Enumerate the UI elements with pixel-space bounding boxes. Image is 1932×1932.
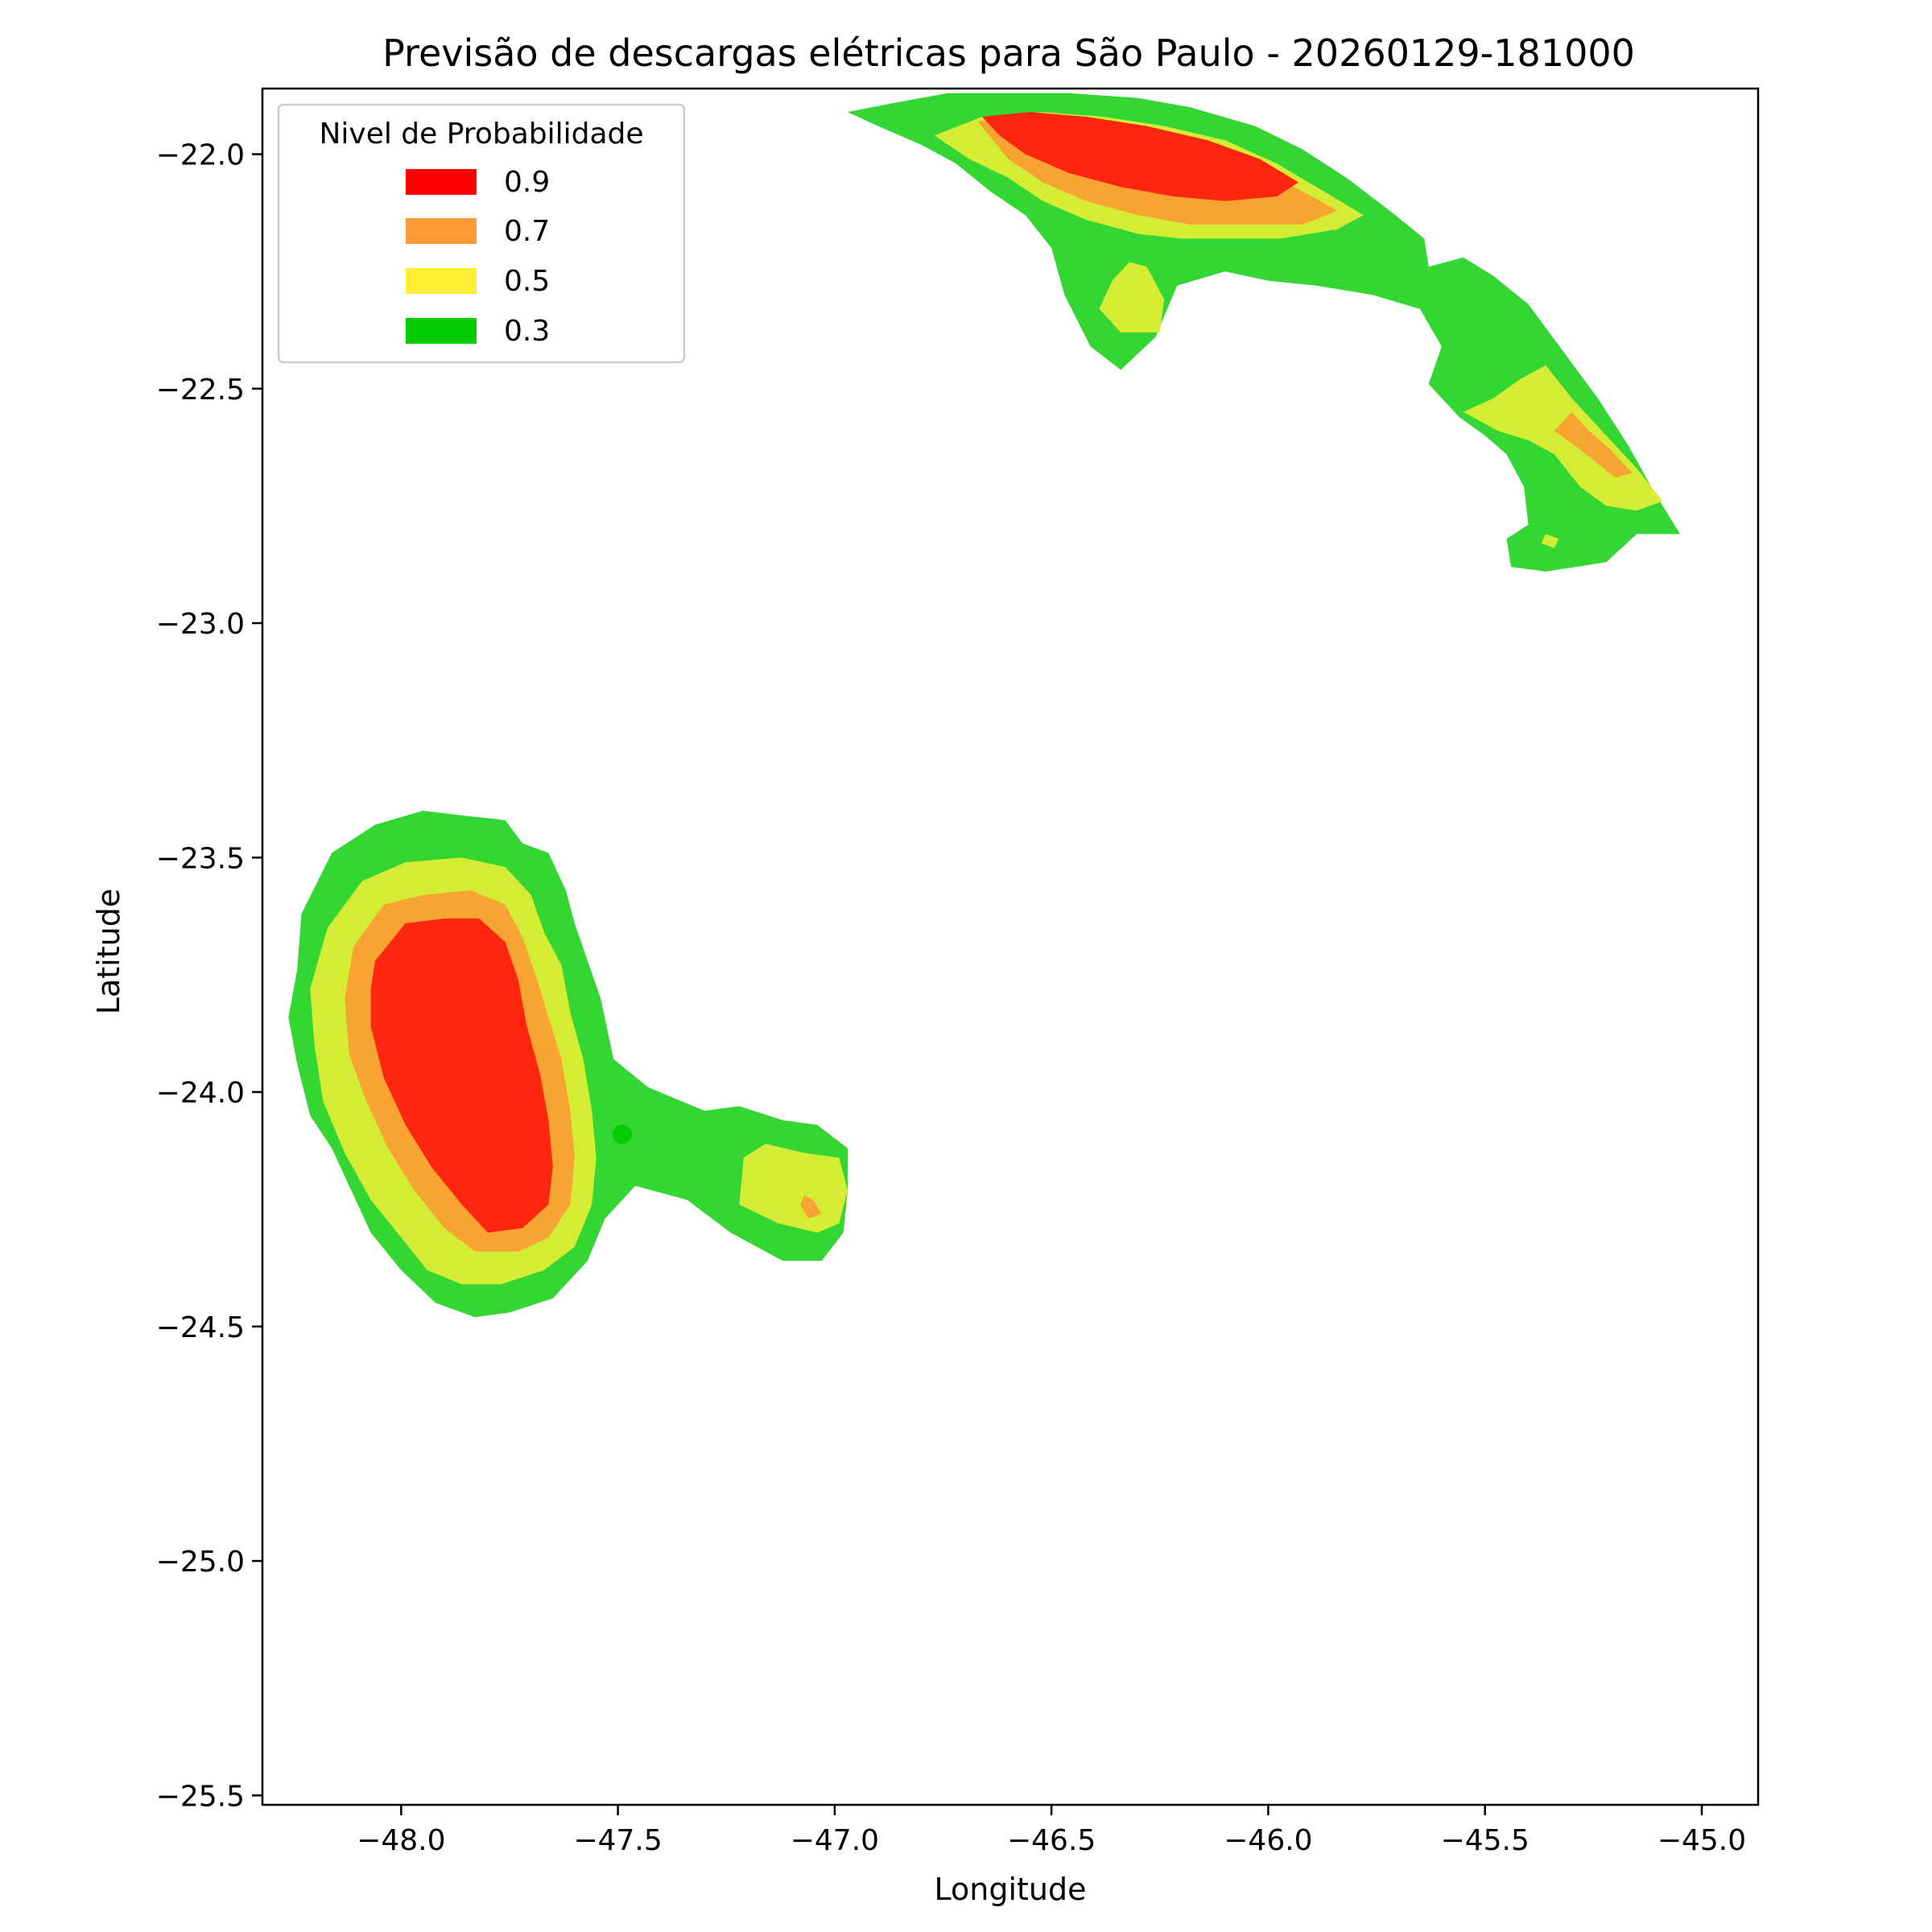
y-tick-label: −25.0 bbox=[156, 1546, 245, 1579]
contour-region-0-3-1 bbox=[848, 93, 1681, 572]
legend-swatch-3 bbox=[406, 318, 477, 344]
y-tick-label: −24.0 bbox=[156, 1077, 245, 1110]
y-axis-label: Latitude bbox=[91, 889, 126, 1014]
y-tick-label: −23.0 bbox=[156, 608, 245, 641]
legend-title: Nivel de Probabilidade bbox=[319, 118, 643, 151]
plot-frame bbox=[261, 87, 1760, 1806]
contour-region-0-7-3 bbox=[1554, 411, 1633, 478]
contour-region-0-7-1 bbox=[799, 1195, 822, 1219]
contour-level-0-9 bbox=[370, 112, 1299, 1233]
x-axis-label: Longitude bbox=[935, 1872, 1087, 1907]
legend-label-0: 0.9 bbox=[504, 166, 550, 199]
contour-region-0-9-0 bbox=[370, 919, 553, 1233]
location-marker bbox=[612, 1125, 632, 1145]
x-tick-label: −45.0 bbox=[1657, 1824, 1746, 1857]
contour-region-0-9-1 bbox=[982, 112, 1299, 201]
x-tick-label: −46.5 bbox=[1007, 1824, 1096, 1857]
legend-label-1: 0.7 bbox=[504, 215, 550, 248]
chart-title: Previsão de descargas elétricas para São… bbox=[382, 31, 1635, 75]
legend-swatch-1 bbox=[406, 218, 477, 244]
markers bbox=[612, 1125, 632, 1145]
legend-swatch-2 bbox=[406, 268, 477, 294]
y-tick-label: −25.5 bbox=[156, 1780, 245, 1813]
x-tick-label: −45.5 bbox=[1441, 1824, 1530, 1857]
y-tick-label: −23.5 bbox=[156, 842, 245, 875]
x-tick-label: −46.0 bbox=[1224, 1824, 1312, 1857]
contour-region-0-5-1 bbox=[739, 1143, 848, 1233]
contour-region-0-5-5 bbox=[1541, 534, 1559, 548]
legend-label-3: 0.3 bbox=[504, 315, 550, 348]
y-tick-label: −22.5 bbox=[156, 374, 245, 407]
contour-regions bbox=[288, 93, 1681, 1318]
x-tick-label: −48.0 bbox=[357, 1824, 445, 1857]
x-tick-label: −47.5 bbox=[573, 1824, 662, 1857]
legend-frame bbox=[277, 103, 686, 364]
x-axis-ticks: −48.0 −47.5 −47.0 −46.5 −46.0 −45.5 −45.0 bbox=[357, 1805, 1746, 1857]
legend-swatch-0 bbox=[406, 169, 477, 195]
y-tick-label: −24.5 bbox=[156, 1311, 245, 1344]
legend-label-2: 0.5 bbox=[504, 265, 550, 298]
contour-region-0-5-3 bbox=[1099, 262, 1165, 332]
y-tick-label: −22.0 bbox=[156, 139, 245, 172]
x-tick-label: −47.0 bbox=[791, 1824, 879, 1857]
legend: Nivel de Probabilidade 0.9 0.7 0.5 0.3 bbox=[277, 103, 686, 364]
y-axis-ticks: −22.0 −22.5 −23.0 −23.5 −24.0 −24.5 −25.0 −25.5 bbox=[156, 139, 262, 1813]
